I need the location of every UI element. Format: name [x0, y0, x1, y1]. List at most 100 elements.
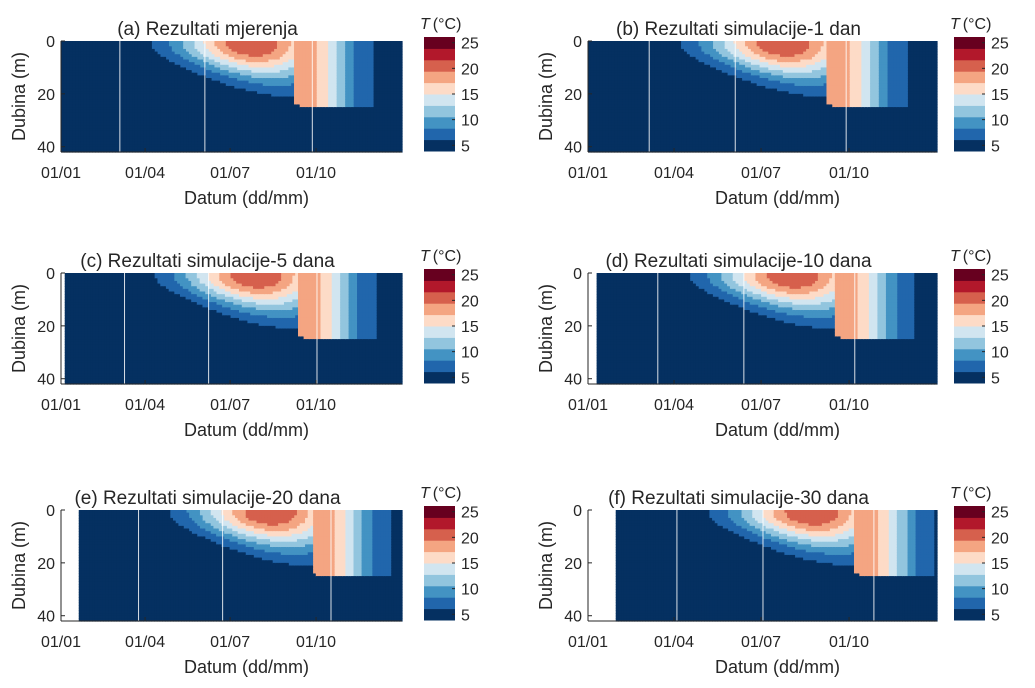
heatmap-cell — [120, 51, 125, 55]
heatmap-cell — [168, 96, 173, 100]
heatmap-cell — [149, 46, 153, 50]
heatmap-cell — [86, 149, 91, 153]
heatmap-cell — [75, 146, 79, 150]
heatmap-cell — [100, 146, 105, 150]
heatmap-cell — [100, 107, 105, 111]
heatmap-cell — [123, 122, 127, 127]
heatmap-cell — [134, 120, 139, 124]
heatmap-cell — [231, 72, 235, 76]
heatmap-cell — [211, 80, 216, 84]
heatmap-cell — [137, 130, 142, 135]
heatmap-cell — [78, 112, 82, 116]
heatmap-cell — [151, 64, 156, 69]
heatmap-cell — [240, 125, 244, 129]
heatmap-cell — [194, 93, 198, 98]
heatmap-cell — [80, 56, 85, 61]
heatmap-cell — [217, 136, 221, 140]
heatmap-cell — [191, 43, 196, 47]
heatmap-cell — [220, 59, 224, 63]
heatmap-cell — [89, 101, 93, 106]
heatmap-cell — [100, 93, 105, 98]
heatmap-cell — [231, 67, 235, 71]
heatmap-cell — [132, 122, 136, 127]
heatmap-cell — [106, 78, 110, 82]
heatmap-cell — [149, 70, 153, 74]
heatmap-cell — [72, 144, 76, 148]
heatmap-cell — [154, 41, 159, 45]
heatmap-cell — [220, 41, 224, 45]
heatmap-cell — [123, 104, 127, 108]
heatmap-cell — [222, 51, 227, 55]
heatmap-cell — [72, 67, 76, 71]
heatmap-cell — [100, 109, 105, 113]
heatmap-cell — [75, 120, 79, 124]
heatmap-cell — [63, 64, 68, 69]
heatmap-cell — [146, 64, 150, 69]
heatmap-cell — [197, 54, 201, 58]
heatmap-cell — [143, 72, 147, 76]
heatmap-cell — [205, 59, 210, 63]
heatmap-cell — [228, 99, 233, 103]
heatmap-cell — [92, 56, 96, 61]
heatmap-cell — [134, 75, 139, 79]
heatmap-cell — [97, 122, 102, 127]
heatmap-cell — [168, 101, 173, 106]
heatmap-cell — [180, 109, 184, 113]
heatmap-cell — [163, 72, 167, 76]
heatmap-cell — [63, 43, 68, 47]
heatmap-cell — [183, 133, 187, 137]
heatmap-cell — [171, 48, 176, 53]
heatmap-cell — [112, 67, 116, 71]
heatmap-cell — [132, 46, 136, 50]
heatmap-cell — [225, 48, 230, 53]
heatmap-cell — [69, 146, 73, 150]
heatmap-cell — [137, 112, 142, 116]
heatmap-cell — [95, 130, 99, 135]
heatmap-cell — [154, 146, 159, 150]
heatmap-cell — [154, 112, 159, 116]
heatmap-cell — [208, 80, 213, 84]
heatmap-cell — [191, 80, 196, 84]
heatmap-cell — [225, 136, 230, 140]
heatmap-cell — [166, 88, 170, 92]
heatmap-cell — [194, 128, 198, 132]
heatmap-cell — [163, 75, 167, 79]
heatmap-cell — [200, 75, 204, 79]
heatmap-cell — [174, 122, 179, 127]
heatmap-cell — [137, 136, 142, 140]
heatmap-cell — [157, 91, 162, 95]
heatmap-cell — [61, 88, 65, 92]
heatmap-cell — [191, 78, 196, 82]
heatmap-cell — [211, 51, 216, 55]
heatmap-cell — [146, 80, 150, 84]
heatmap-cell — [220, 54, 224, 58]
heatmap-cell — [134, 146, 139, 150]
heatmap-cell — [78, 80, 82, 84]
heatmap-cell — [143, 117, 147, 121]
heatmap-cell — [97, 62, 102, 66]
heatmap-cell — [166, 85, 170, 90]
heatmap-cell — [174, 149, 179, 153]
heatmap-cell — [200, 149, 204, 153]
heatmap-cell — [188, 46, 193, 50]
heatmap-cell — [86, 146, 91, 150]
heatmap-cell — [78, 56, 82, 61]
heatmap-cell — [217, 70, 221, 74]
heatmap-cell — [75, 115, 79, 119]
heatmap-cell — [66, 85, 71, 90]
heatmap-cell — [234, 107, 238, 111]
heatmap-cell — [134, 133, 139, 137]
heatmap-cell — [200, 64, 204, 69]
heatmap-cell — [186, 83, 190, 87]
heatmap-cell — [177, 91, 181, 95]
heatmap-cell — [143, 122, 147, 127]
heatmap-cell — [228, 104, 233, 108]
heatmap-cell — [231, 130, 235, 135]
heatmap-cell — [149, 62, 153, 66]
heatmap-cell — [100, 112, 105, 116]
heatmap-cell — [97, 117, 102, 121]
heatmap-cell — [168, 107, 173, 111]
heatmap-cell — [205, 88, 210, 92]
heatmap-cell — [242, 75, 247, 79]
